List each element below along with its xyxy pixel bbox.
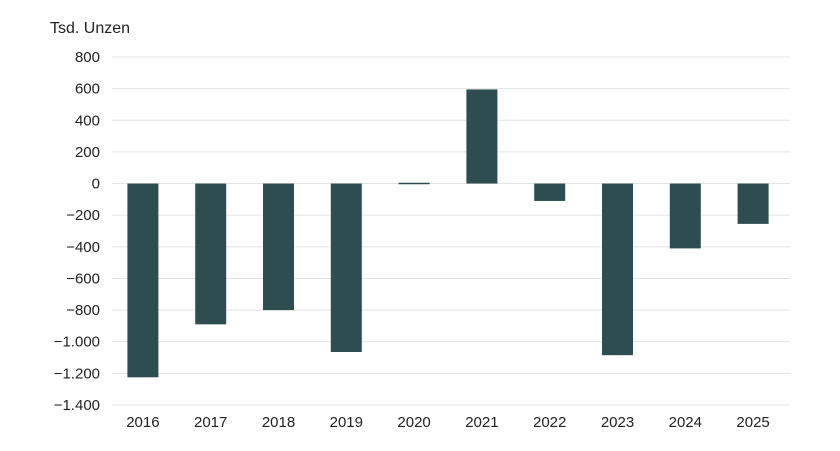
y-tick-label: 600 <box>75 81 100 98</box>
x-tick-label: 2020 <box>397 414 430 431</box>
x-tick-label: 2017 <box>194 414 227 431</box>
y-tick-label: −600 <box>66 270 100 287</box>
bar-2019 <box>330 183 362 353</box>
bar-2025 <box>737 183 769 224</box>
y-tick-label: −1.000 <box>54 334 100 351</box>
y-tick-label: −800 <box>66 302 100 319</box>
bar-2024 <box>669 183 701 249</box>
y-axis-label: Tsd. Unzen <box>50 20 131 37</box>
bar-2018 <box>263 183 294 311</box>
y-tick-label: 200 <box>75 144 100 161</box>
x-tick-label: 2016 <box>126 414 159 431</box>
y-tick-label: 0 <box>92 176 100 193</box>
bars <box>127 89 769 378</box>
x-tick-label: 2021 <box>465 414 498 431</box>
gridlines <box>112 56 790 406</box>
x-tick-label: 2025 <box>736 414 769 431</box>
x-tick-label: 2022 <box>533 414 566 431</box>
bar-2023 <box>602 183 633 356</box>
y-axis-ticks: 800 600 400 200 0 −200 −400 −600 −800 −1.000 −1.20… <box>54 49 100 414</box>
bar-2021 <box>466 89 498 184</box>
x-tick-label: 2018 <box>262 414 295 431</box>
y-tick-label: 400 <box>75 112 100 129</box>
x-tick-label: 2019 <box>330 414 363 431</box>
y-tick-label: −400 <box>66 239 100 256</box>
y-tick-label: −200 <box>66 207 100 224</box>
x-axis-ticks: 2016 2017 2018 2019 2020 2021 2022 2023 2024 2025 <box>126 414 770 431</box>
x-tick-label: 2024 <box>669 414 702 431</box>
y-tick-label: −1.200 <box>54 365 100 382</box>
bar-2017 <box>195 183 227 325</box>
bar-2020 <box>398 182 430 185</box>
bar-2022 <box>534 183 566 201</box>
y-tick-label: 800 <box>75 49 100 66</box>
y-tick-label: −1.400 <box>54 397 100 414</box>
x-tick-label: 2023 <box>601 414 634 431</box>
bar-2016 <box>127 183 159 378</box>
